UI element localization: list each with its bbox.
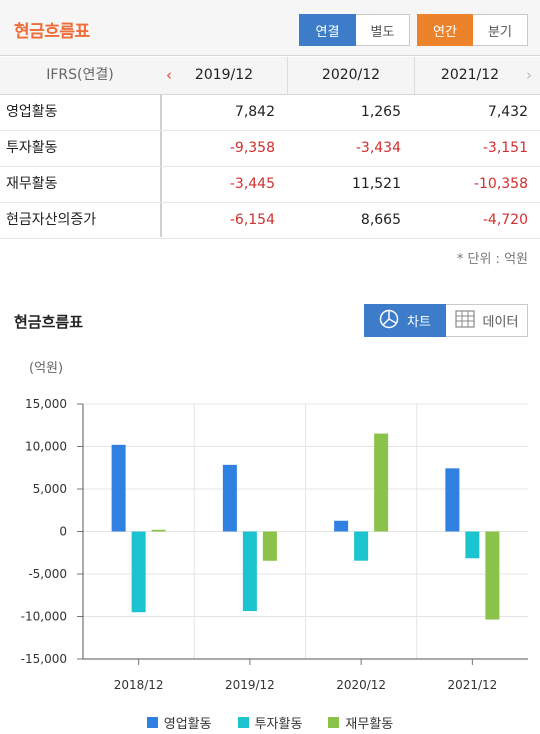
chart-bar (151, 529, 166, 532)
legend-item[interactable]: 영업활동 (146, 713, 212, 732)
x-tick-label: 2020/12 (336, 678, 386, 692)
unit-note: * 단위 : 억원 (456, 252, 528, 267)
chart-bar (242, 531, 257, 612)
chart-bar (334, 520, 349, 532)
data-view-button[interactable]: 데이터 (446, 304, 528, 337)
column-divider (160, 57, 162, 237)
table-cell: -3,434 (355, 140, 401, 156)
y-tick-label: 15,000 (25, 397, 67, 411)
chart-bar (445, 468, 460, 532)
x-tick-label: 2021/12 (447, 678, 497, 692)
legend-swatch (237, 717, 249, 728)
table-cell: 11,521 (352, 176, 401, 192)
header-divider (414, 57, 415, 95)
chart-bar (111, 444, 126, 532)
table-row: 재무활동 -3,445 11,521 -10,358 (0, 167, 540, 203)
chart-bar (131, 531, 146, 613)
separate-button[interactable]: 별도 (356, 14, 410, 46)
header-bar: 현금흐름표 연결 별도 연간 분기 (0, 0, 540, 56)
y-axis-unit: (억원) (29, 361, 64, 376)
chart-legend: 영업활동 투자활동 재무활동 (0, 713, 540, 732)
legend-swatch (328, 717, 340, 728)
chart-view-label: 차트 (407, 315, 431, 330)
pie-chart-icon (379, 309, 399, 333)
chart-view-button[interactable]: 차트 (364, 304, 446, 337)
chart-bar (374, 433, 389, 532)
table-cell: -6,154 (229, 212, 275, 228)
consolidation-toggle: 연결 별도 (299, 14, 410, 46)
next-arrow-icon[interactable]: › (526, 66, 532, 84)
legend-swatch (146, 717, 158, 728)
ifrs-label: IFRS(연결) (46, 67, 114, 83)
legend-item[interactable]: 재무활동 (328, 713, 393, 732)
table-row: 현금자산의증가 -6,154 8,665 -4,720 (0, 203, 540, 239)
data-view-label: 데이터 (482, 315, 519, 330)
y-tick-label: -5,000 (28, 567, 67, 581)
table-cell: -9,358 (229, 140, 275, 156)
chart-bar (262, 531, 277, 561)
chart-section-title: 현금흐름표 (14, 313, 84, 331)
table-cell: 8,665 (360, 212, 401, 228)
cashflow-bar-chart: 15,000 10,000 5,000 0 -5,000 -10,000 -15,000 20… (21, 397, 528, 692)
page-title: 현금흐름표 (14, 22, 90, 42)
table-grid-icon (454, 309, 475, 332)
y-tick-label: 0 (59, 525, 67, 539)
chart-bar (465, 531, 480, 559)
column-header: 2019/12 (194, 67, 254, 83)
table-cell: 7,842 (234, 104, 275, 120)
annual-button[interactable]: 연간 (417, 14, 473, 46)
table-cell: -4,720 (482, 212, 528, 228)
chart-bar (222, 464, 237, 532)
column-header: 2020/12 (321, 67, 381, 83)
chart-bar (354, 531, 369, 561)
legend-item[interactable]: 투자활동 (237, 713, 303, 732)
table-header: IFRS(연결) ‹ 2019/12 2020/12 2021/12 › (0, 57, 540, 95)
column-header: 2021/12 (440, 67, 500, 83)
cashflow-table: IFRS(연결) ‹ 2019/12 2020/12 2021/12 › 영업활… (0, 57, 540, 239)
y-tick-label: -15,000 (21, 652, 67, 666)
period-toggle: 연간 분기 (417, 14, 528, 46)
x-tick-label: 2019/12 (225, 678, 275, 692)
quarterly-button[interactable]: 분기 (473, 14, 528, 46)
row-label: 투자활동 (6, 140, 58, 156)
header-divider (287, 57, 288, 95)
table-cell: -3,445 (229, 176, 275, 192)
row-label: 현금자산의증가 (6, 212, 97, 228)
table-cell: 7,432 (487, 104, 528, 120)
y-tick-label: 5,000 (33, 482, 67, 496)
table-row: 영업활동 7,842 1,265 7,432 (0, 95, 540, 131)
legend-label: 영업활동 (163, 717, 212, 732)
table-row: 투자활동 -9,358 -3,434 -3,151 (0, 131, 540, 167)
table-cell: -3,151 (482, 140, 528, 156)
row-label: 재무활동 (6, 176, 58, 192)
y-tick-label: 10,000 (25, 440, 67, 454)
prev-arrow-icon[interactable]: ‹ (166, 66, 172, 84)
legend-label: 재무활동 (345, 717, 394, 732)
consolidated-button[interactable]: 연결 (299, 14, 356, 46)
x-tick-label: 2018/12 (114, 678, 164, 692)
y-tick-label: -10,000 (21, 610, 67, 624)
table-cell: 1,265 (360, 104, 401, 120)
row-label: 영업활동 (6, 104, 58, 120)
legend-label: 투자활동 (254, 717, 303, 732)
chart-bar (485, 531, 500, 620)
table-cell: -10,358 (473, 176, 528, 192)
